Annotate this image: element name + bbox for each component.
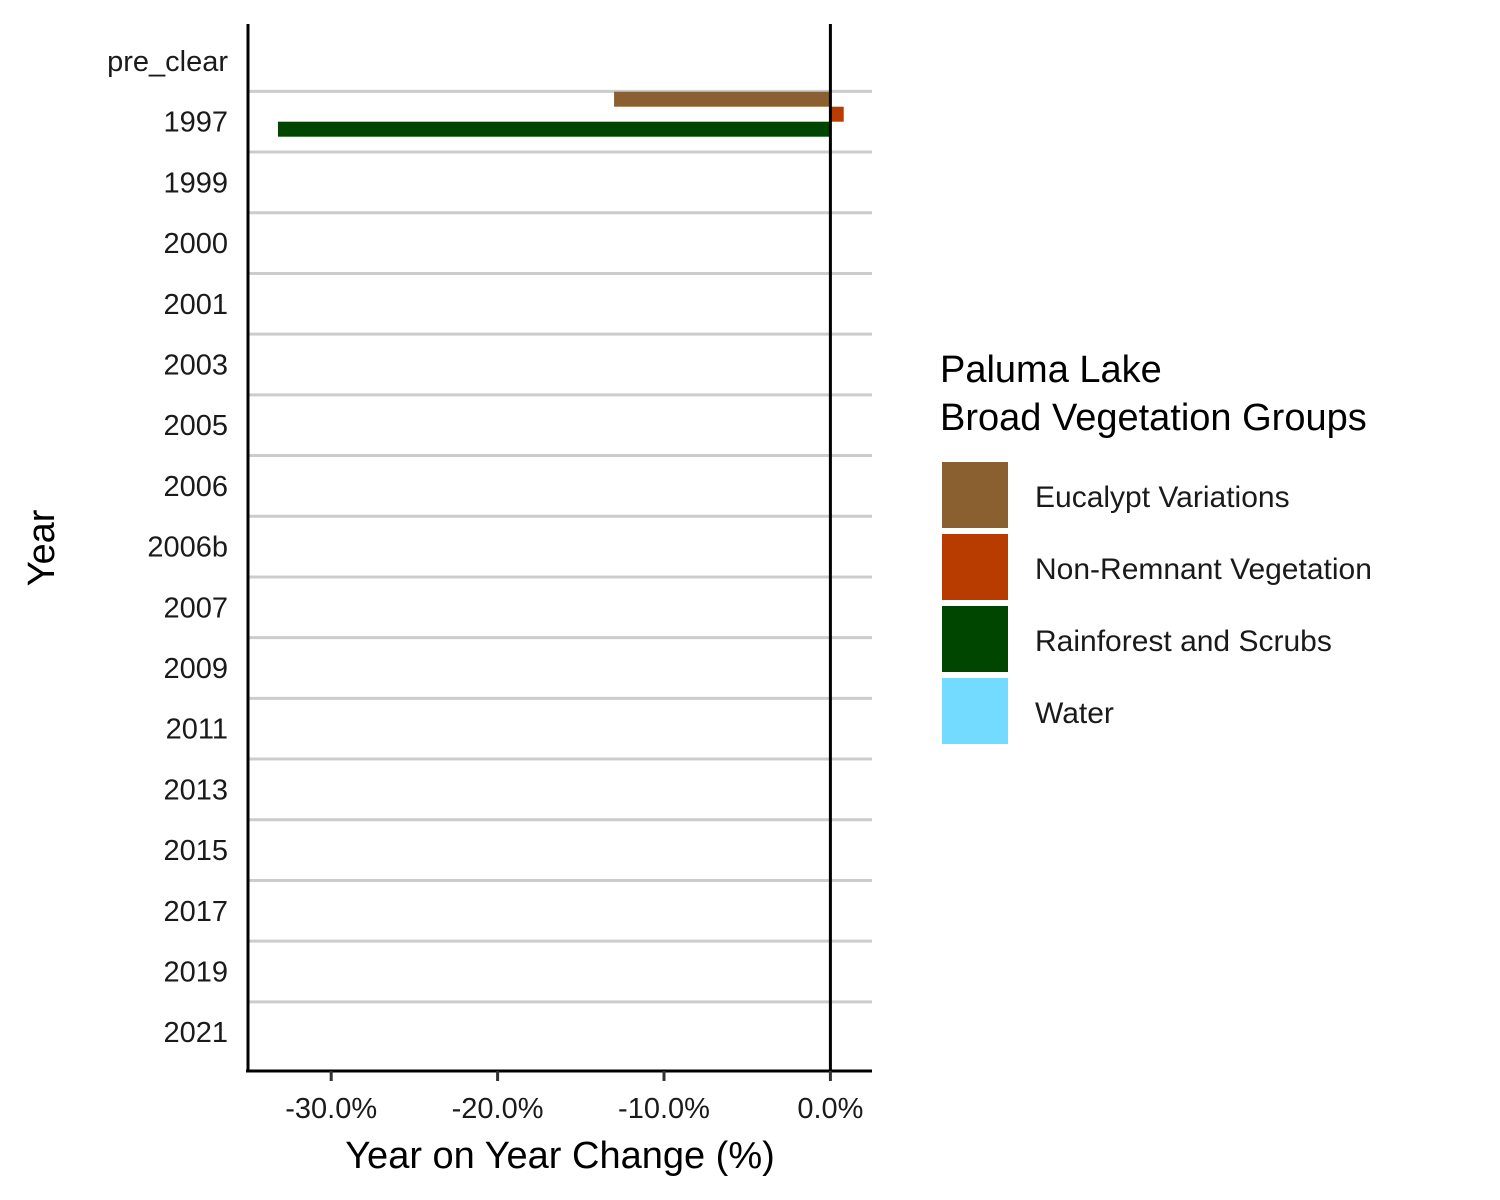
legend-key <box>940 532 1010 602</box>
legend-items: Eucalypt Variations Non-Remnant Vegetatio… <box>940 460 1372 746</box>
legend-key <box>940 604 1010 674</box>
y-tick-label: 2015 <box>163 835 228 867</box>
legend-title-line1: Paluma Lake <box>940 349 1162 391</box>
y-tick-label: 2021 <box>163 1017 228 1049</box>
y-axis-title: Year <box>21 509 63 586</box>
x-tick-label: -30.0% <box>285 1093 377 1125</box>
legend: Paluma Lake Broad Vegetation Groups Euca… <box>940 349 1372 746</box>
y-tick-label: 2013 <box>163 774 228 806</box>
y-tick-label: 2007 <box>163 592 228 624</box>
y-tick-label: 2011 <box>166 714 228 746</box>
bar <box>614 91 831 107</box>
legend-label: Non-Remnant Vegetation <box>1035 553 1372 586</box>
x-tick-label: -10.0% <box>618 1093 710 1125</box>
bar <box>830 106 844 122</box>
legend-label: Eucalypt Variations <box>1035 481 1290 514</box>
y-tick-label: 2019 <box>163 957 228 989</box>
legend-key <box>940 460 1010 530</box>
y-tick-label: 2006b <box>147 532 228 564</box>
x-axis-title: Year on Year Change (%) <box>345 1135 775 1177</box>
y-tick-label: 2003 <box>163 350 228 382</box>
legend-label: Water <box>1035 697 1114 730</box>
axes <box>246 24 872 1073</box>
bar <box>277 121 831 137</box>
legend-label: Rainforest and Scrubs <box>1035 625 1332 658</box>
y-tick-label: pre_clear <box>107 46 228 78</box>
grid-lines <box>248 89 872 1004</box>
y-tick-label: 1999 <box>163 167 228 199</box>
y-tick-label: 2009 <box>163 653 228 685</box>
x-tick-label: -20.0% <box>452 1093 544 1125</box>
legend-title-line2: Broad Vegetation Groups <box>940 397 1367 439</box>
y-tick-label: 2006 <box>163 471 228 503</box>
y-tick-label: 2001 <box>163 289 228 321</box>
x-tick-labels: -30.0% -20.0% -10.0% 0.0% <box>285 1071 863 1125</box>
y-tick-labels: pre_clear 1997 1999 2000 2001 2003 2005 2006 200… <box>107 46 228 1049</box>
y-tick-label: 2005 <box>163 410 228 442</box>
bars <box>277 91 844 137</box>
legend-key <box>940 676 1010 746</box>
y-tick-label: 2000 <box>163 228 228 260</box>
y-tick-label: 1997 <box>163 107 228 139</box>
x-tick-label: 0.0% <box>797 1093 863 1125</box>
y-tick-label: 2017 <box>163 896 228 928</box>
